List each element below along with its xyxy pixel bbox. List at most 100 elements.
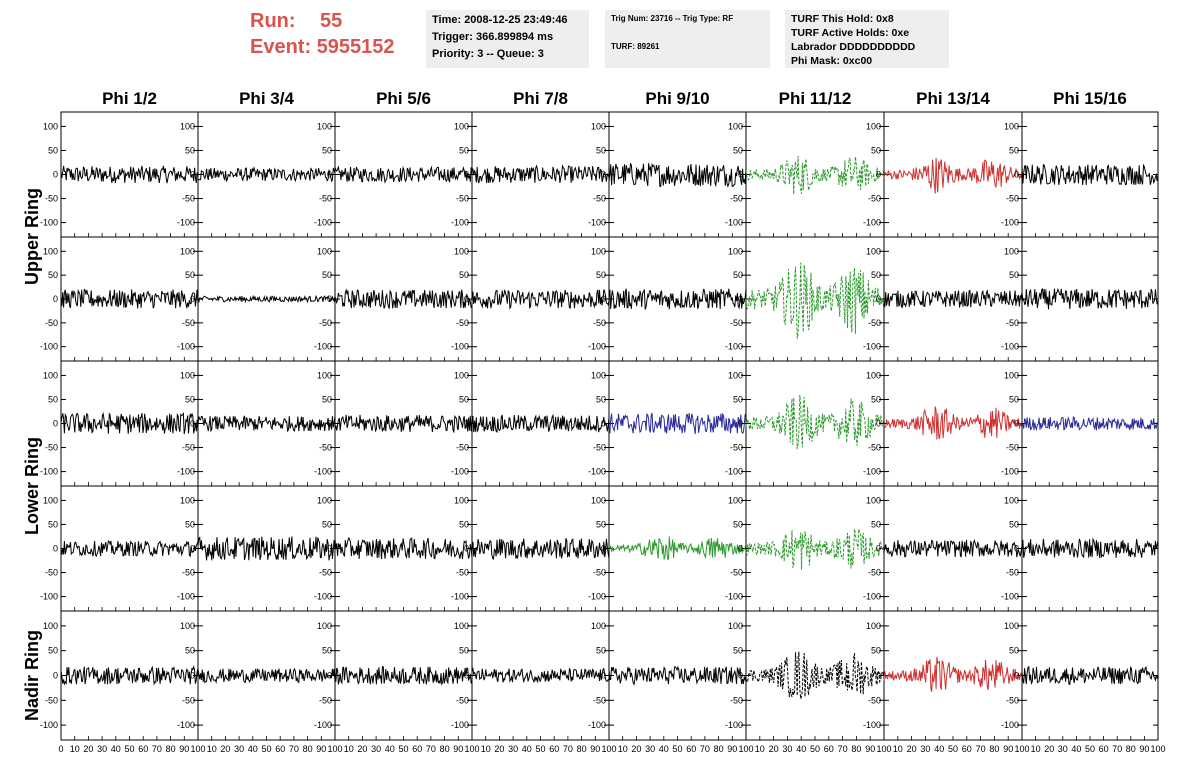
labrador-text: Labrador DDDDDDDDDD: [791, 41, 916, 53]
xtick-label: 50: [261, 744, 271, 754]
xtick-label: 100: [464, 744, 479, 754]
ytick-label: -100: [588, 467, 606, 477]
ytick-label: 50: [733, 270, 743, 280]
ytick-label: -50: [45, 568, 58, 578]
waveform-row5-col3: [334, 665, 473, 686]
ytick-label: 50: [322, 646, 332, 656]
ytick-label: 50: [1009, 394, 1019, 404]
ytick-label: -100: [725, 218, 743, 228]
time-text: Time: 2008-12-25 23:49:46: [432, 14, 568, 26]
ytick-label: -100: [588, 592, 606, 602]
ytick-label: 100: [728, 246, 743, 256]
ytick-label: 50: [871, 394, 881, 404]
ytick-label: 100: [317, 495, 332, 505]
ytick-label: -50: [868, 318, 881, 328]
xtick-label: 30: [234, 744, 244, 754]
ytick-label: 0: [190, 419, 195, 429]
xtick-label: 30: [645, 744, 655, 754]
ytick-label: -50: [319, 194, 332, 204]
xtick-label: 70: [700, 744, 710, 754]
ytick-label: 0: [464, 671, 469, 681]
xtick-label: 70: [1112, 744, 1122, 754]
xtick-label: 40: [248, 744, 258, 754]
ytick-label: -50: [593, 695, 606, 705]
ytick-label: 100: [1004, 495, 1019, 505]
ytick-label: -50: [319, 318, 332, 328]
event-label: Event:: [250, 36, 312, 58]
xtick-label: 40: [385, 744, 395, 754]
ytick-label: -100: [177, 720, 195, 730]
trig-info-box: Trig Num: 23716 -- Trig Type: RF TURF: 8…: [605, 10, 770, 68]
ytick-label: -50: [868, 568, 881, 578]
ytick-label: -50: [319, 568, 332, 578]
xtick-label: 30: [1058, 744, 1068, 754]
waveform-row1-col2: [197, 166, 336, 183]
ytick-label: 50: [596, 646, 606, 656]
xtick-label: 100: [327, 744, 342, 754]
ytick-label: -50: [319, 695, 332, 705]
xtick-label: 20: [769, 744, 779, 754]
ytick-label: 100: [728, 370, 743, 380]
ytick-label: 0: [876, 170, 881, 180]
turf-text: TURF: 89261: [611, 42, 660, 51]
ytick-label: 0: [601, 671, 606, 681]
xtick-label: 70: [976, 744, 986, 754]
ytick-label: 50: [48, 519, 58, 529]
ytick-label: 0: [738, 294, 743, 304]
xtick-label: 60: [824, 744, 834, 754]
ytick-label: -50: [1006, 194, 1019, 204]
column-header-7: Phi 13/14: [916, 89, 990, 108]
xtick-label: 10: [344, 744, 354, 754]
xtick-label: 100: [1014, 744, 1029, 754]
ytick-label: -50: [45, 695, 58, 705]
ytick-label: 0: [601, 419, 606, 429]
xtick-label: 80: [989, 744, 999, 754]
xtick-label: 100: [876, 744, 891, 754]
xtick-label: 50: [535, 744, 545, 754]
ytick-label: 0: [876, 544, 881, 554]
ytick-label: -100: [40, 218, 58, 228]
xtick-label: 90: [590, 744, 600, 754]
waveform-row3-col2: [197, 415, 336, 433]
ytick-label: -50: [45, 194, 58, 204]
ytick-label: -50: [593, 443, 606, 453]
ytick-label: 100: [454, 621, 469, 631]
waveform-row2-col7: [883, 289, 1023, 309]
ytick-label: 100: [728, 621, 743, 631]
ytick-label: 0: [601, 294, 606, 304]
ytick-label: 0: [738, 544, 743, 554]
waveform-row3-col3: [334, 414, 473, 434]
xtick-label: 100: [1150, 744, 1165, 754]
xtick-label: 10: [207, 744, 217, 754]
xtick-label: 80: [577, 744, 587, 754]
run-label: Run:: [250, 10, 296, 32]
trig-num-text: Trig Num: 23716 -- Trig Type: RF: [611, 14, 734, 23]
ytick-label: 100: [317, 370, 332, 380]
xtick-label: 30: [97, 744, 107, 754]
waveform-row2-col8: [1021, 287, 1159, 310]
priority-text: Priority: 3 -- Queue: 3: [432, 48, 544, 60]
xtick-label: 10: [1031, 744, 1041, 754]
ytick-label: 100: [866, 621, 881, 631]
waveform-row2-col4: [471, 289, 610, 310]
ytick-label: 50: [1009, 646, 1019, 656]
run-row: Run: 55: [250, 8, 420, 34]
ytick-label: -50: [593, 318, 606, 328]
ytick-label: 100: [728, 121, 743, 131]
ytick-label: 0: [190, 170, 195, 180]
ytick-label: 50: [48, 270, 58, 280]
waveform-row3-col1: [60, 411, 199, 435]
ytick-label: 0: [53, 294, 58, 304]
ytick-label: -100: [40, 467, 58, 477]
ytick-label: -50: [730, 443, 743, 453]
waveform-row5-col1: [60, 665, 199, 686]
xtick-label: 60: [549, 744, 559, 754]
ytick-label: -50: [730, 695, 743, 705]
xtick-label: 40: [522, 744, 532, 754]
ytick-label: -100: [588, 218, 606, 228]
ytick-label: -100: [725, 720, 743, 730]
waveform-row3-col6: [745, 394, 885, 450]
ytick-label: -100: [1001, 467, 1019, 477]
ytick-label: -50: [45, 318, 58, 328]
ytick-label: 0: [738, 671, 743, 681]
